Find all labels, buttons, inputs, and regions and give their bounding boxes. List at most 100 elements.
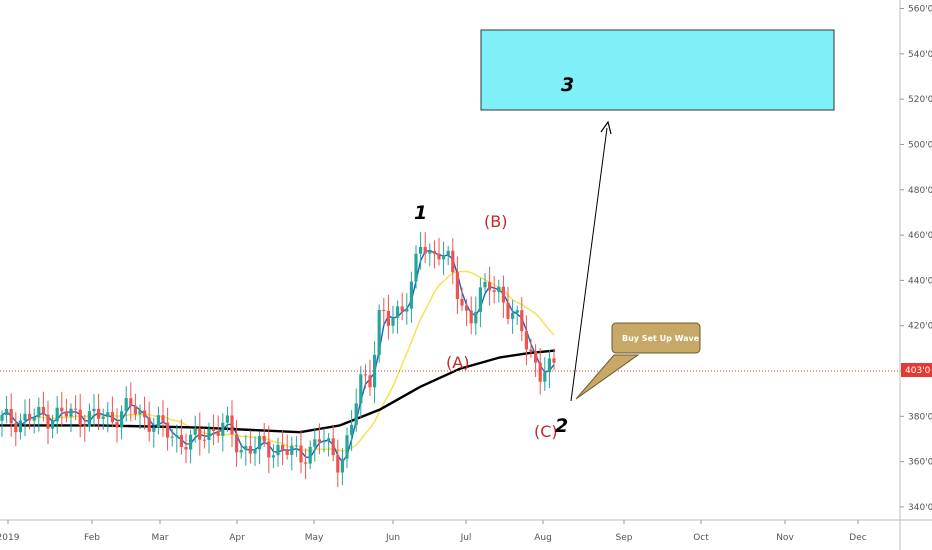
candle-body — [97, 408, 101, 419]
candle-body — [547, 358, 551, 373]
candle-body — [534, 351, 538, 363]
x-tick-label: Mar — [152, 533, 169, 543]
candle-body — [368, 375, 372, 388]
candle-body — [184, 447, 188, 450]
price-label-text: 403'0 — [905, 366, 931, 376]
candle-body — [198, 428, 202, 440]
candle-body — [37, 406, 41, 418]
candle-body — [46, 414, 50, 429]
candle-body — [409, 281, 413, 309]
candle-body — [225, 415, 229, 423]
candle-body — [0, 415, 4, 421]
candle-body — [69, 408, 73, 417]
candle-body — [414, 253, 418, 282]
candle-body — [428, 250, 432, 254]
candle-body — [189, 434, 193, 450]
candle-body — [239, 450, 243, 453]
candle-body — [87, 411, 91, 427]
candle-body — [41, 406, 45, 415]
candle-body — [460, 298, 464, 306]
candle-body — [419, 246, 423, 254]
waveC-label: (C) — [534, 422, 558, 441]
candle-body — [78, 409, 82, 426]
candle-body — [253, 449, 257, 454]
candle-body — [248, 446, 252, 454]
plot-area[interactable] — [0, 231, 556, 488]
wave2-label: 2 — [555, 415, 568, 437]
candle-body — [350, 424, 354, 436]
candle-body — [538, 362, 542, 382]
candle-body — [336, 455, 340, 473]
candle-body — [423, 246, 427, 254]
candle-body — [179, 435, 183, 448]
x-tick-label: Oct — [693, 533, 709, 543]
candle-body — [147, 417, 151, 432]
candle-body — [202, 439, 206, 441]
wave3-label: 3 — [561, 74, 574, 96]
candle-body — [382, 310, 386, 312]
candle-body — [497, 286, 501, 292]
candle-body — [437, 253, 441, 260]
wave1-label: 1 — [414, 202, 427, 224]
candle-body — [101, 416, 105, 419]
candle-body — [258, 435, 262, 450]
y-tick-label: 560'0 — [908, 5, 932, 15]
candle-body — [55, 407, 59, 422]
candle-body — [138, 410, 142, 415]
y-tick-label: 340'0 — [908, 503, 932, 513]
candle-body — [166, 422, 170, 438]
candle-body — [515, 310, 519, 313]
x-axis[interactable]: 2019 Feb Mar Apr May Jun Jul Aug Sep Oct Nov Dec — [0, 519, 932, 543]
candle-body — [14, 423, 18, 433]
candle-body — [156, 415, 160, 428]
candle-body — [304, 462, 308, 464]
moving-averages — [0, 249, 556, 464]
candle-body — [492, 290, 496, 292]
y-axis[interactable]: 340'0360'0380'0400'0420'0440'0460'0480'0… — [899, 0, 932, 550]
wave3-arrow-head — [600, 120, 612, 135]
candle-body — [474, 311, 478, 324]
candle-body — [511, 312, 515, 319]
y-tick-label: 460'0 — [908, 231, 932, 241]
candle-body — [267, 441, 271, 458]
candle-body — [529, 349, 533, 352]
candle-body — [552, 358, 556, 363]
y-tick-label: 360'0 — [908, 458, 932, 468]
candle-body — [92, 408, 96, 412]
candle-body — [106, 412, 110, 417]
candle-body — [244, 446, 248, 451]
x-tick-label: Jul — [460, 533, 472, 543]
candle-body — [28, 413, 32, 421]
candle-body — [313, 439, 317, 447]
candle-body — [405, 308, 409, 312]
candle-body — [524, 331, 528, 350]
candle-body — [396, 306, 400, 318]
price-label-badge — [901, 363, 932, 377]
waveB-label: (B) — [484, 212, 507, 231]
candle-body — [465, 305, 469, 311]
candle-body — [32, 417, 36, 421]
candle-body — [543, 372, 547, 382]
x-tick-label: Jun — [385, 533, 400, 543]
candle-body — [5, 408, 9, 416]
candle-body — [175, 435, 179, 437]
candle-body — [207, 428, 211, 441]
wave3-target-box[interactable] — [480, 29, 835, 111]
candle-body — [469, 310, 473, 324]
candle-body — [488, 281, 492, 291]
y-tick-label: 480'0 — [908, 186, 932, 196]
candle-body — [221, 422, 225, 436]
candle-body — [170, 436, 174, 438]
candle-body — [317, 439, 321, 443]
candle-body — [322, 440, 326, 443]
x-tick-label: May — [305, 533, 324, 543]
candle-body — [373, 354, 377, 388]
candle-body — [212, 428, 216, 431]
candle-body — [124, 398, 128, 412]
candle-body — [216, 430, 220, 436]
candle-body — [290, 445, 294, 455]
candle-body — [9, 408, 13, 424]
callout-box[interactable] — [611, 322, 701, 354]
candle-body — [363, 374, 367, 376]
